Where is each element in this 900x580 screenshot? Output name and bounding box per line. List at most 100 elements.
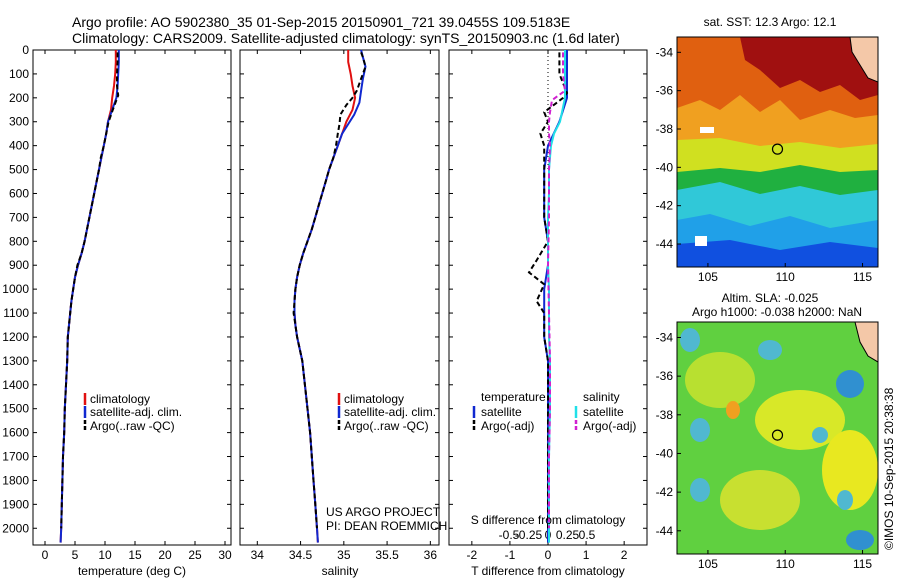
- legend-title-temperature: temperature: [481, 390, 546, 404]
- imos-credit: ©IMOS 10-Sep-2015 20:38:38: [882, 387, 896, 550]
- map-x-tick-label: 115: [853, 557, 872, 571]
- y-tick-label: 500: [9, 163, 29, 177]
- map-x-tick-label: 105: [698, 270, 718, 284]
- x-tick-label: 10: [98, 548, 112, 562]
- sla-map-subtitle: Argo h1000: -0.038 h2000: NaN: [692, 305, 862, 319]
- y-tick-label: 1000: [2, 282, 29, 296]
- salinity-panel: 34 34.5 35 35.5 36 salinity climatology sate…: [239, 49, 447, 578]
- series-line-salinity-argo-adj-: [546, 52, 567, 529]
- temperature-series: [59, 50, 120, 543]
- legend-label-climatology: climatology: [90, 392, 150, 406]
- argo-float-marker: [771, 429, 784, 441]
- project-label: US ARGO PROJECT: [326, 505, 441, 519]
- map-y-tick-label: -40: [656, 446, 674, 460]
- y-tick-label: 600: [9, 186, 29, 200]
- map-y-tick-label: -36: [656, 84, 674, 98]
- x-tick-label: 25: [188, 548, 202, 562]
- x-tick-label: 0: [545, 548, 552, 562]
- s-difference-label: S difference from climatology: [471, 513, 626, 527]
- temperature-legend: climatology satellite-adj. clim. Argo(..…: [83, 392, 182, 433]
- x2-tick-label: -0.5: [499, 528, 520, 542]
- y-tick-label: 100: [9, 67, 29, 81]
- x-tick-label: 5: [72, 548, 79, 562]
- legend-label-argo: Argo(..raw -QC): [90, 419, 175, 433]
- sla-map: Altim. SLA: -0.025 Argo h1000: -0.038 h2…: [656, 291, 879, 571]
- x-tick-label: -1: [505, 548, 516, 562]
- legend-label-satellite: satellite-adj. clim.: [90, 405, 182, 419]
- difference-panel: -2 -1 0 1 2 -0.5-0.25 0 0.25 0.5 T difference f…: [448, 49, 648, 578]
- y-tick-label: 200: [9, 91, 29, 105]
- sst-map-axes: 105 110 115 -34 -36 -38 -40 -42 -44: [656, 45, 873, 284]
- x2-tick-label: -0.25: [515, 528, 543, 542]
- legend-label-argo: Argo(..raw -QC): [344, 419, 429, 433]
- map-y-tick-label: -34: [656, 330, 674, 344]
- x-tick-label: 35: [337, 548, 351, 562]
- map-y-tick-label: -44: [656, 524, 674, 538]
- map-x-tick-label: 115: [853, 270, 872, 284]
- figure-title-line1: Argo profile: AO 5902380_35 01-Sep-2015 …: [72, 14, 570, 30]
- legend-label-temp-satellite: satellite: [481, 405, 522, 419]
- difference-legend: temperature satellite Argo(-adj) salinit…: [472, 390, 636, 433]
- x-tick-label: 30: [218, 548, 232, 562]
- y-tick-label: 300: [9, 115, 29, 129]
- map-y-tick-label: -40: [656, 160, 674, 174]
- y-tick-label: 0: [22, 43, 29, 57]
- series-line-salinity-satellite: [547, 50, 566, 543]
- x-tick-label: 15: [128, 548, 142, 562]
- sla-map-title: Altim. SLA: -0.025: [722, 291, 819, 305]
- y-tick-label: 2000: [2, 521, 29, 535]
- pi-label: PI: DEAN ROEMMICH: [326, 519, 447, 533]
- x-tick-label: 20: [158, 548, 172, 562]
- sst-map-title: sat. SST: 12.3 Argo: 12.1: [704, 15, 837, 29]
- x-tick-label: -2: [467, 548, 478, 562]
- salinity-x-label: salinity: [322, 564, 359, 578]
- salinity-plot-frame: [239, 49, 440, 546]
- map-y-tick-label: -44: [656, 237, 674, 251]
- map-x-tick-label: 110: [776, 270, 795, 284]
- y-tick-label: 1100: [3, 306, 29, 320]
- map-y-tick-label: -42: [656, 199, 674, 213]
- map-y-tick-label: -38: [656, 122, 674, 136]
- sst-heatmap: [677, 37, 878, 267]
- sst-map: sat. SST: 12.3 Argo: 12.1 105 110 115 -34 -3…: [656, 15, 879, 284]
- t-difference-label: T difference from climatology: [471, 564, 625, 578]
- series-line-climatology: [293, 50, 357, 543]
- legend-title-salinity: salinity: [583, 390, 620, 404]
- y-tick-label: 700: [9, 210, 29, 224]
- difference-series: [527, 50, 569, 543]
- series-line-satellite-adj-clim-: [293, 49, 367, 543]
- y-tick-label: 1300: [2, 354, 29, 368]
- depth-axis: 0 100 200 300 400 500 600 700 800 900 1000 1100 1200…: [2, 43, 231, 535]
- map-y-tick-label: -42: [656, 485, 674, 499]
- temperature-x-axis: 0 5 10 15 20 25 30: [42, 50, 232, 562]
- temperature-panel: 0100200300400500600700800900100011001200…: [2, 43, 232, 578]
- x-tick-label: 34.5: [289, 548, 313, 562]
- x2-tick-label: 0.5: [579, 528, 596, 542]
- legend-label-climatology: climatology: [344, 392, 404, 406]
- y-tick-label: 900: [9, 258, 29, 272]
- legend-label-sal-satellite: satellite: [583, 405, 624, 419]
- map-y-tick-label: -34: [656, 45, 674, 59]
- x-tick-label: 34: [251, 548, 265, 562]
- y-tick-label: 1500: [2, 402, 29, 416]
- legend-label-temp-argo: Argo(-adj): [481, 419, 534, 433]
- figure-title-line2: Climatology: CARS2009. Satellite-adjuste…: [72, 30, 620, 46]
- salinity-x-axis: 34 34.5 35 35.5 36: [251, 50, 437, 562]
- x-tick-label: 1: [583, 548, 590, 562]
- series-line-argo-raw-qc-: [292, 52, 367, 529]
- series-line-argo-raw-qc-: [60, 52, 120, 529]
- salinity-legend: climatology satellite-adj. clim. Argo(..…: [337, 392, 436, 433]
- difference-x-axis: -2 -1 0 1 2: [467, 50, 628, 562]
- sst-map-frame: [676, 36, 879, 268]
- y-tick-label: 1900: [2, 497, 29, 511]
- argo-float-marker: [771, 143, 784, 155]
- y-tick-label: 400: [9, 139, 29, 153]
- series-line-satellite-adj-clim-: [59, 50, 120, 543]
- map-x-tick-label: 110: [776, 557, 795, 571]
- x-tick-label: 2: [621, 548, 628, 562]
- x-tick-label: 35.5: [375, 548, 399, 562]
- legend-label-sal-argo: Argo(-adj): [583, 419, 636, 433]
- map-y-tick-label: -38: [656, 408, 674, 422]
- sla-map-frame: [676, 321, 879, 555]
